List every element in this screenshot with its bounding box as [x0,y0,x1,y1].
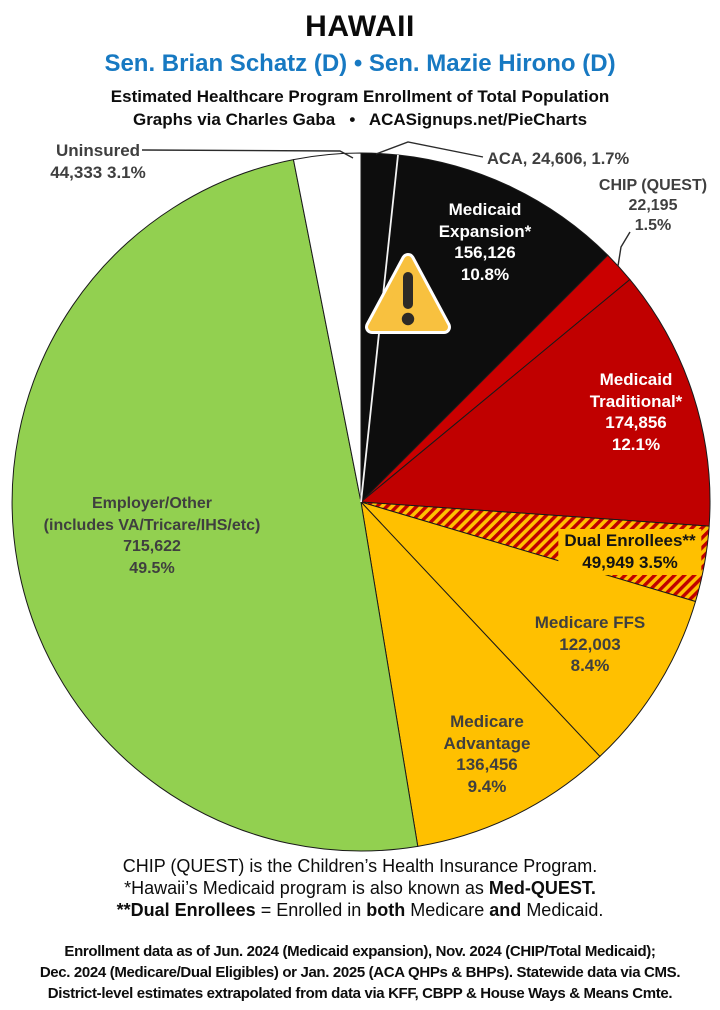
pie-slice-medicare-advantage [360,501,601,847]
label-line: 49,949 3.5% [582,552,678,572]
uninsured-leader-line [141,149,354,159]
footnote-text: CHIP (QUEST) is the Children’s Health In… [122,856,598,876]
pie-slice-medicaid-traditional [360,279,711,527]
footnote-line: CHIP (QUEST) is the Children’s Health In… [0,855,720,877]
aca-leader-line [375,141,484,158]
state-title: HAWAII [305,10,415,43]
label-line: Dual Enrollees** [564,531,696,550]
label-line: Advantage [443,733,531,753]
label-line: (includes VA/Tricare/IHS/etc) [43,516,261,534]
footnotes-block: CHIP (QUEST) is the Children’s Health In… [0,855,720,921]
label-line: 49.5% [129,559,175,577]
label-line: 9.4% [467,776,507,796]
footnote-text-bold: both [366,900,406,920]
chip-leader-line [617,231,631,267]
label-line: Medicaid [448,200,522,219]
label-line: CHIP (QUEST) [598,177,708,194]
label-line: 136,456 [456,755,518,774]
label-line: Uninsured [55,141,141,160]
pie-slice-uninsured [292,152,362,503]
pie-slices [11,152,711,852]
label-line: 715,622 [123,538,181,555]
label-line: 10.8% [460,264,510,284]
label-line: 156,126 [454,243,516,262]
label-medicaid-expansion: Medicaid Expansion* 156,126 10.8% [439,199,532,285]
label-line: Traditional* [589,391,683,411]
pie-slice-medicaid-expansion [360,154,609,503]
source-block: Enrollment data as of Jun. 2024 (Medicai… [0,941,720,1004]
senators-line: Sen. Brian Schatz (D) • Sen. Mazie Hiron… [104,50,616,77]
label-line: 8.4% [570,656,610,675]
callout-leader-lines [141,141,631,267]
source-line: District-level estimates extrapolated fr… [47,985,673,1002]
pie-slice-employer-other [11,159,419,852]
footnote-text-bold: **Dual Enrollees [116,900,256,920]
label-line: 1.5% [634,217,672,234]
label-line: 174,856 [605,413,667,432]
label-line: Medicaid [599,370,673,389]
label-line: 22,195 [628,197,678,214]
label-medicare-ffs: Medicare FFS 122,003 8.4% [535,612,646,677]
chart-subtitle: Estimated Healthcare Program Enrollment … [110,87,610,106]
warning-triangle-icon [365,253,451,334]
footnote-line: **Dual Enrollees = Enrolled in both Medi… [0,899,720,921]
source-line: Enrollment data as of Jun. 2024 (Medicai… [64,943,656,960]
label-line: 44,333 3.1% [50,162,146,182]
label-line: Medicare FFS [534,613,646,632]
footnote-line: *Hawaii’s Medicaid program is also known… [0,877,720,899]
footnote-text: Medicaid. [521,900,604,920]
label-chip-quest: CHIP (QUEST) 22,195 1.5% [599,176,707,236]
pie-slice-medicare-ffs [360,501,697,757]
source-line: Dec. 2024 (Medicare/Dual Eligibles) or J… [39,964,681,981]
label-line: 12.1% [611,434,661,454]
label-medicare-advantage: Medicare Advantage 136,456 9.4% [444,711,531,797]
footnote-text-bold: and [489,900,522,920]
footnote-text: *Hawaii’s Medicaid program is also known… [124,878,489,898]
label-uninsured: Uninsured 44,333 3.1% [50,140,145,183]
footnote-text-bold: Med-QUEST. [488,878,596,898]
label-line: Expansion* [438,221,532,241]
label-line: Employer/Other [91,495,213,512]
label-employer-other: Employer/Other (includes VA/Tricare/IHS/… [44,493,261,579]
label-line: Medicare [450,712,524,731]
footnote-text: Medicare [405,900,490,920]
footnote-text: = Enrolled in [255,900,367,920]
label-line: 122,003 [559,634,621,654]
label-medicaid-traditional: Medicaid Traditional* 174,856 12.1% [590,369,683,455]
label-aca: ACA, 24,606, 1.7% [487,150,630,168]
label-dual-enrollees: Dual Enrollees** 49,949 3.5% [558,529,702,575]
chart-credit: Graphs via Charles Gaba • ACASignups.net… [132,110,588,129]
